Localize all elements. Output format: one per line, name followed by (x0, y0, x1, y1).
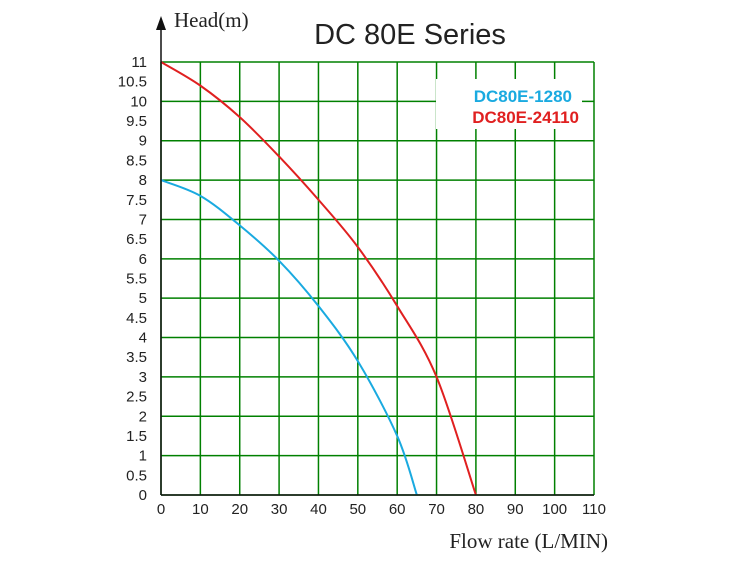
series-lines (160, 61, 477, 496)
x-tick-label: 110 (582, 501, 606, 518)
y-tick-label: 5 (139, 290, 147, 307)
y-tick-label: 7.5 (126, 192, 147, 209)
y-tick-label: 1.5 (126, 428, 147, 445)
x-tick-label: 90 (507, 501, 524, 518)
y-tick-label: 6.5 (126, 231, 147, 248)
y-tick-label: 7 (139, 211, 147, 228)
y-tick-label: 10.5 (118, 74, 147, 91)
x-tick-label: 30 (271, 501, 288, 518)
y-tick-label: 9.5 (126, 113, 147, 130)
y-axis-label: Head(m) (174, 8, 249, 32)
x-tick-label: 60 (389, 501, 406, 518)
y-tick-label: 4 (139, 330, 147, 347)
y-tick-label: 8.5 (126, 152, 147, 169)
x-tick-label: 70 (428, 501, 445, 518)
x-tick-label: 80 (468, 501, 485, 518)
y-tick-label: 0.5 (126, 467, 147, 484)
legend: DC80E-1280 DC80E-24110 (436, 79, 582, 129)
y-tick-label: 3.5 (126, 349, 147, 366)
y-tick-label: 10 (130, 93, 147, 110)
legend-entry-dc80e-1280: DC80E-1280 (474, 87, 572, 106)
y-tick-label: 4.5 (126, 310, 147, 327)
axes (156, 16, 594, 496)
tick-labels: 0 10 20 30 40 50 60 70 80 90 100 110 0 0.5 1 1.5 2 2.5 3 3.… (118, 54, 606, 518)
x-tick-label: 0 (157, 501, 165, 518)
series-line-dc80e-24110 (160, 61, 477, 496)
x-tick-label: 100 (542, 501, 567, 518)
y-tick-label: 0 (139, 487, 147, 504)
y-tick-label: 2.5 (126, 389, 147, 406)
y-tick-label: 2 (139, 408, 147, 425)
y-tick-label: 8 (139, 172, 147, 189)
y-tick-label: 9 (139, 133, 147, 150)
y-tick-label: 1 (139, 448, 147, 465)
y-tick-label: 5.5 (126, 271, 147, 288)
x-axis-label: Flow rate (L/MIN) (449, 529, 608, 553)
series-line-dc80e-1280 (160, 179, 418, 496)
y-tick-label: 11 (131, 54, 147, 71)
legend-box (436, 79, 582, 129)
chart-title: DC 80E Series (314, 19, 506, 51)
y-tick-label: 3 (139, 369, 147, 386)
x-tick-label: 50 (349, 501, 366, 518)
x-tick-label: 20 (231, 501, 248, 518)
y-axis-arrow-icon (156, 16, 166, 30)
x-tick-label: 40 (310, 501, 327, 518)
x-tick-label: 10 (192, 501, 209, 518)
y-tick-label: 6 (139, 251, 147, 268)
legend-entry-dc80e-24110: DC80E-24110 (472, 108, 579, 127)
